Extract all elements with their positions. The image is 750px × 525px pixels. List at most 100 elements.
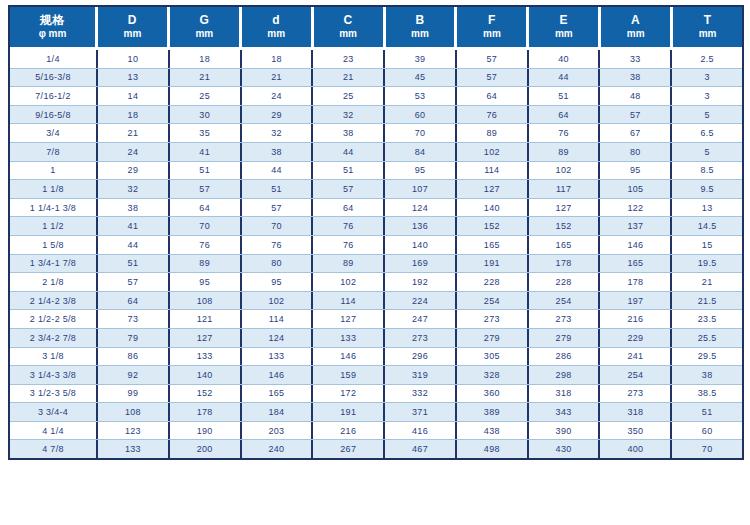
value-cell: 45 <box>385 69 457 87</box>
value-cell: 122 <box>600 199 672 217</box>
value-cell: 95 <box>242 273 314 291</box>
value-cell: 23 <box>313 50 385 68</box>
value-cell: 9.5 <box>672 180 742 198</box>
column-header-unit: mm <box>195 28 213 40</box>
spec-cell: 9/16-5/8 <box>10 106 98 124</box>
value-cell: 191 <box>457 255 529 273</box>
value-cell: 332 <box>385 385 457 403</box>
table-row: 1 1/8325751571071271171059.5 <box>10 179 742 198</box>
value-cell: 57 <box>170 180 242 198</box>
value-cell: 41 <box>170 143 242 161</box>
spec-cell: 1 3/4-1 7/8 <box>10 255 98 273</box>
value-cell: 152 <box>170 385 242 403</box>
column-header-title: F <box>488 14 496 28</box>
column-header-title: E <box>560 14 569 28</box>
value-cell: 24 <box>98 143 170 161</box>
value-cell: 38 <box>600 69 672 87</box>
value-cell: 296 <box>385 348 457 366</box>
value-cell: 105 <box>600 180 672 198</box>
value-cell: 64 <box>170 199 242 217</box>
value-cell: 89 <box>529 143 601 161</box>
value-cell: 32 <box>98 180 170 198</box>
value-cell: 254 <box>600 366 672 384</box>
spec-cell: 3 3/4-4 <box>10 403 98 421</box>
value-cell: 216 <box>313 422 385 440</box>
value-cell: 76 <box>457 106 529 124</box>
value-cell: 57 <box>600 106 672 124</box>
spec-cell: 3 1/2-3 5/8 <box>10 385 98 403</box>
value-cell: 416 <box>385 422 457 440</box>
value-cell: 30 <box>170 106 242 124</box>
value-cell: 298 <box>529 366 601 384</box>
value-cell: 64 <box>98 292 170 310</box>
spec-cell: 3/4 <box>10 124 98 142</box>
spec-cell: 4 1/4 <box>10 422 98 440</box>
table-row: 2 1/2-2 5/87312111412724727327321623.5 <box>10 309 742 328</box>
table-row: 1 1/24170707613615215213714.5 <box>10 216 742 235</box>
value-cell: 10 <box>98 50 170 68</box>
value-cell: 279 <box>457 329 529 347</box>
column-header-title: D <box>128 14 137 28</box>
column-header-unit: mm <box>411 28 429 40</box>
table-row: 1/410181823395740332.5 <box>10 50 742 68</box>
value-cell: 25 <box>170 87 242 105</box>
value-cell: 80 <box>242 255 314 273</box>
value-cell: 70 <box>385 124 457 142</box>
spec-cell: 2 1/4-2 3/8 <box>10 292 98 310</box>
value-cell: 6.5 <box>672 124 742 142</box>
value-cell: 51 <box>242 180 314 198</box>
value-cell: 124 <box>385 199 457 217</box>
value-cell: 95 <box>600 162 672 180</box>
value-cell: 64 <box>313 199 385 217</box>
spec-cell: 4 7/8 <box>10 440 98 458</box>
column-header-spec: 规格φ mm <box>10 7 98 47</box>
value-cell: 48 <box>600 87 672 105</box>
value-cell: 21.5 <box>672 292 742 310</box>
column-header-unit: mm <box>699 28 717 40</box>
value-cell: 240 <box>242 440 314 458</box>
value-cell: 178 <box>170 403 242 421</box>
table-row: 1 5/84476767614016516514615 <box>10 235 742 254</box>
value-cell: 38 <box>672 366 742 384</box>
value-cell: 228 <box>529 273 601 291</box>
value-cell: 76 <box>313 217 385 235</box>
value-cell: 286 <box>529 348 601 366</box>
value-cell: 57 <box>457 50 529 68</box>
table-row: 3 3/4-410817818419137138934331851 <box>10 402 742 421</box>
value-cell: 14.5 <box>672 217 742 235</box>
value-cell: 247 <box>385 310 457 328</box>
value-cell: 70 <box>242 217 314 235</box>
value-cell: 184 <box>242 403 314 421</box>
value-cell: 133 <box>242 348 314 366</box>
value-cell: 305 <box>457 348 529 366</box>
value-cell: 21 <box>242 69 314 87</box>
value-cell: 57 <box>313 180 385 198</box>
value-cell: 124 <box>242 329 314 347</box>
value-cell: 328 <box>457 366 529 384</box>
value-cell: 273 <box>457 310 529 328</box>
value-cell: 41 <box>98 217 170 235</box>
value-cell: 371 <box>385 403 457 421</box>
value-cell: 273 <box>385 329 457 347</box>
value-cell: 33 <box>600 50 672 68</box>
value-cell: 191 <box>313 403 385 421</box>
spec-cell: 7/8 <box>10 143 98 161</box>
value-cell: 165 <box>600 255 672 273</box>
value-cell: 5 <box>672 106 742 124</box>
value-cell: 137 <box>600 217 672 235</box>
table-row: 7/8244138448410289805 <box>10 142 742 161</box>
value-cell: 51 <box>170 162 242 180</box>
column-header-unit: φ mm <box>39 28 67 40</box>
value-cell: 44 <box>313 143 385 161</box>
spec-cell: 2 1/8 <box>10 273 98 291</box>
value-cell: 127 <box>313 310 385 328</box>
value-cell: 38.5 <box>672 385 742 403</box>
value-cell: 60 <box>672 422 742 440</box>
value-cell: 318 <box>600 403 672 421</box>
value-cell: 318 <box>529 385 601 403</box>
table-row: 3/421353238708976676.5 <box>10 123 742 142</box>
value-cell: 467 <box>385 440 457 458</box>
column-header-title: G <box>199 14 209 28</box>
value-cell: 70 <box>672 440 742 458</box>
value-cell: 127 <box>457 180 529 198</box>
